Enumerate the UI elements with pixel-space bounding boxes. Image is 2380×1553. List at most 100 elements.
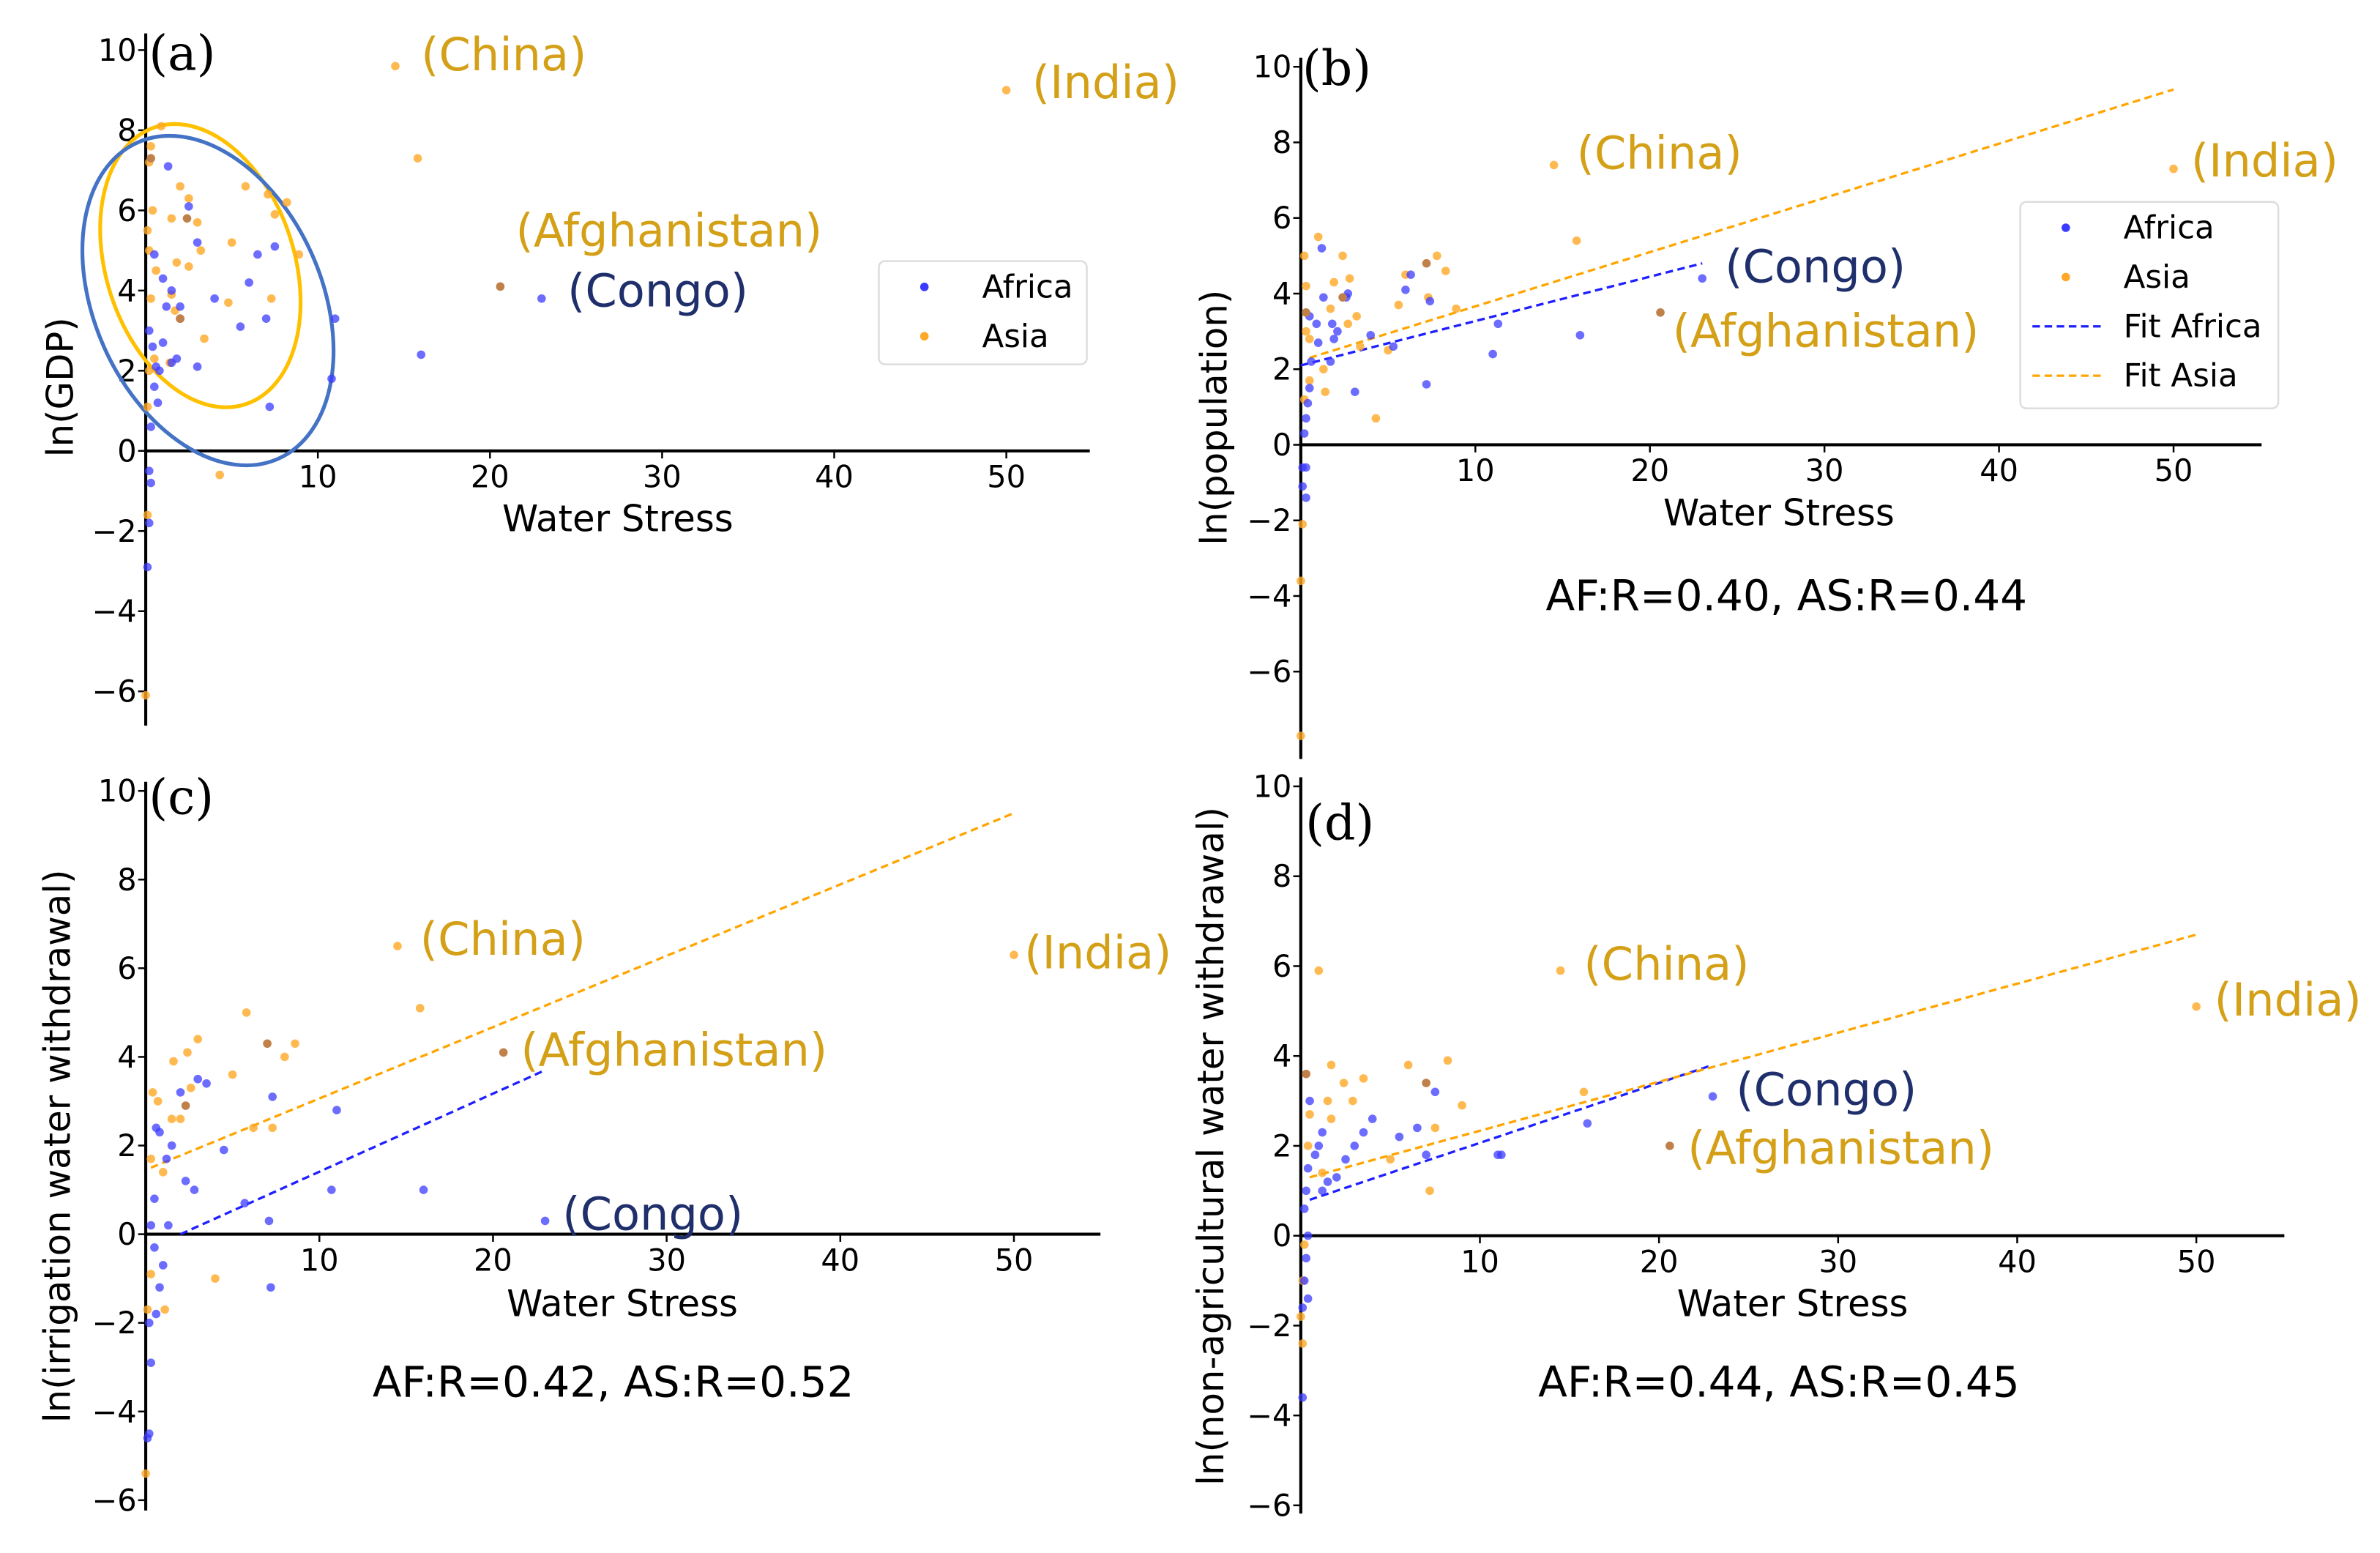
overlap-point (1338, 293, 1347, 302)
asia-point (1359, 1074, 1368, 1083)
africa-point (1299, 1276, 1309, 1285)
africa-point (144, 326, 154, 335)
africa-point (153, 398, 163, 407)
legend-label: Asia (982, 319, 1048, 355)
africa-point (1302, 1186, 1310, 1196)
africa-point (1318, 1128, 1327, 1137)
asia-point (266, 294, 276, 303)
africa-point (265, 402, 275, 411)
legend-label: Fit Africa (2124, 308, 2262, 345)
africa-point (146, 1358, 155, 1367)
asia-point (146, 141, 155, 151)
asia-point (413, 154, 422, 163)
y-tick-label: 4 (117, 273, 136, 308)
africa-point (1298, 1393, 1307, 1402)
africa-point (1303, 1163, 1313, 1173)
y-tick-label: 4 (1272, 276, 1291, 311)
asia-point (169, 1057, 178, 1066)
asia-point (1394, 300, 1403, 310)
asia-point (143, 1305, 152, 1314)
africa-point (1341, 1155, 1350, 1164)
asia-point (241, 182, 250, 191)
africa-point (193, 1074, 203, 1084)
africa-point (540, 1216, 550, 1226)
asia-point (146, 1270, 155, 1278)
asia-point (167, 214, 176, 223)
fit-line-asia (1309, 88, 2174, 360)
asia-point (176, 182, 184, 191)
country-annotation: (Congo) (1736, 1063, 1917, 1117)
asia-point (1579, 1087, 1589, 1097)
asia-point (2169, 164, 2178, 174)
y-tick-label: 8 (1272, 859, 1291, 894)
asia-point (152, 266, 160, 275)
y-tick-label: 10 (1253, 50, 1292, 85)
x-tick-label: 10 (1456, 453, 1495, 488)
asia-point (391, 62, 400, 71)
overlap-point (1422, 258, 1431, 268)
africa-point (1359, 1128, 1368, 1137)
africa-point (150, 382, 159, 392)
country-annotation: (China) (1583, 937, 1749, 991)
overlap-point (1665, 1142, 1674, 1150)
africa-point (1422, 1150, 1430, 1160)
x-tick-label: 40 (1998, 1244, 2037, 1279)
asia-point (176, 1114, 185, 1124)
africa-point (261, 314, 271, 323)
asia-point (1299, 1240, 1309, 1249)
africa-point (1303, 398, 1313, 408)
overlap-point (499, 1048, 508, 1057)
y-tick-label: 2 (1272, 1128, 1291, 1163)
africa-point (1327, 319, 1337, 329)
overlap-point (182, 214, 192, 223)
africa-point (1497, 1150, 1506, 1160)
africa-point (1299, 1204, 1309, 1213)
africa-point (144, 518, 154, 528)
africa-point (1395, 1132, 1404, 1142)
asia-point (283, 198, 291, 207)
y-tick-label: 6 (117, 951, 136, 986)
asia-point (291, 1039, 299, 1049)
x-axis-label: Water Stress (502, 498, 734, 540)
asia-point (215, 470, 224, 480)
fit-line-asia (150, 811, 1015, 1169)
overlap-point (1422, 1079, 1430, 1087)
legend-dot-marker (2061, 272, 2070, 282)
africa-point (146, 478, 155, 488)
y-tick-label: 2 (1272, 352, 1291, 387)
y-tick-label: 0 (1272, 1218, 1291, 1254)
africa-point (1303, 1294, 1313, 1303)
asia-point (1345, 274, 1354, 283)
asia-point (211, 1274, 220, 1283)
africa-point (152, 1309, 161, 1319)
africa-cluster-ellipse (80, 133, 336, 468)
asia-point (1441, 267, 1450, 275)
country-annotation: (Afghanistan) (516, 204, 823, 258)
x-tick-label: 30 (647, 1243, 686, 1278)
panel-letter: (a) (149, 24, 215, 81)
y-tick-label: 2 (117, 1128, 136, 1163)
africa-point (202, 1079, 211, 1088)
asia-point (1321, 387, 1330, 397)
africa-point (190, 1185, 199, 1194)
y-axis-label: ln(non-agricultural water withdrawal) (1190, 807, 1232, 1486)
africa-point (1366, 330, 1376, 340)
panel-letter: (b) (1302, 40, 1371, 97)
africa-point (158, 1261, 168, 1270)
africa-point (1698, 274, 1707, 283)
asia-point (1297, 576, 1305, 586)
africa-point (148, 342, 157, 351)
x-tick-label: 40 (1980, 453, 2018, 488)
africa-point (155, 1283, 164, 1292)
asia-point (184, 194, 193, 203)
asia-point (1305, 1110, 1314, 1119)
asia-point (1371, 414, 1381, 423)
africa-point (264, 1216, 274, 1226)
y-tick-label: 4 (117, 1040, 136, 1075)
y-tick-label: 2 (117, 354, 136, 389)
x-tick-label: 40 (821, 1243, 859, 1278)
africa-point (150, 1194, 159, 1203)
africa-point (184, 202, 193, 211)
y-tick-label: 6 (1272, 201, 1291, 236)
africa-point (1313, 338, 1323, 347)
